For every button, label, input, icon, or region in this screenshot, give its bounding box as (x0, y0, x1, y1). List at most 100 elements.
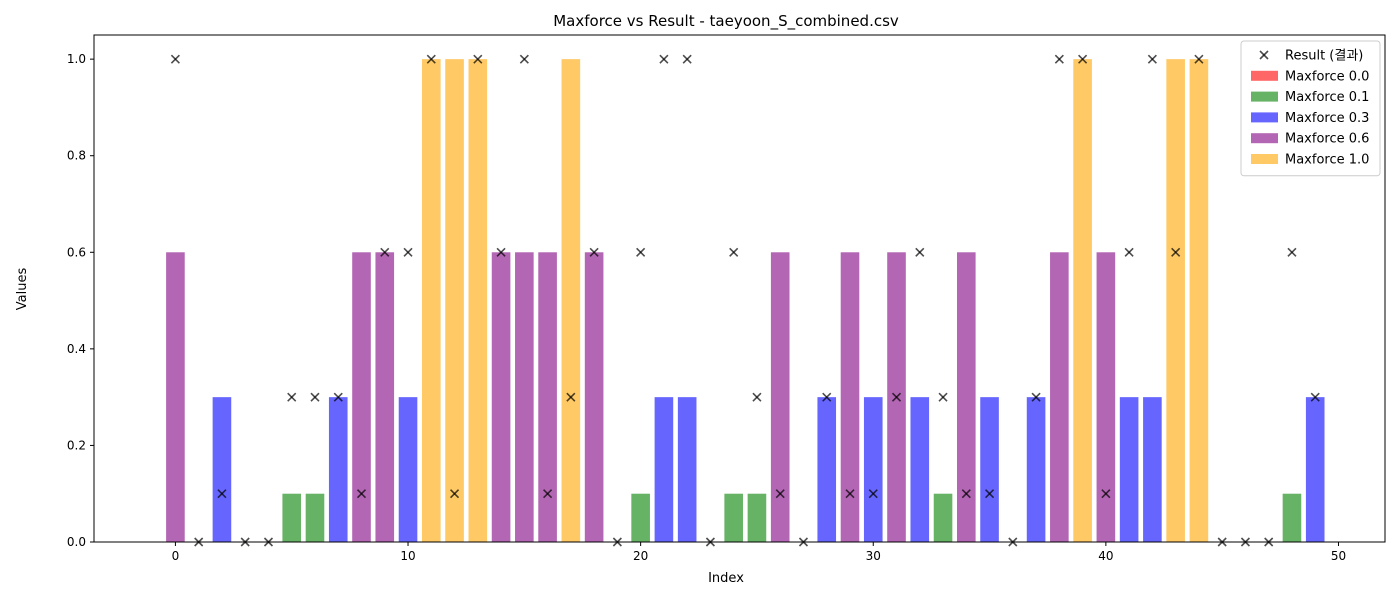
bar-29 (840, 252, 860, 543)
x-axis-label: Index (708, 571, 744, 586)
result-marker-40 (1101, 489, 1111, 499)
result-marker-32 (915, 247, 925, 257)
bar-44 (1189, 59, 1209, 542)
result-marker-26 (775, 489, 785, 499)
bar-38 (1050, 252, 1069, 543)
result-marker-18 (589, 247, 599, 257)
result-marker-30 (868, 489, 878, 499)
result-marker-37 (1031, 392, 1041, 402)
x-tick-label-0: 0 (172, 549, 180, 563)
bar-11 (421, 59, 441, 542)
bar-5 (282, 493, 302, 542)
x-tick-label-30: 30 (866, 549, 881, 563)
bar-39 (1073, 59, 1092, 542)
y-tick-label-0.8: 0.8 (67, 149, 86, 163)
result-marker-8 (356, 489, 367, 499)
y-tick-label-1: 1.0 (67, 52, 86, 66)
bar-28 (817, 397, 837, 542)
bar-32 (910, 397, 930, 542)
bar-18 (584, 252, 604, 543)
bar-22 (677, 397, 697, 542)
legend-swatch-4 (1251, 133, 1278, 144)
result-marker-35 (984, 489, 995, 499)
x-tick-label-20: 20 (633, 549, 648, 563)
x-tick-label-10: 10 (400, 549, 415, 563)
legend-item-1: Maxforce 0.0 (1251, 69, 1369, 84)
result-marker-17 (566, 392, 576, 402)
result-marker-29 (845, 489, 855, 499)
bar-0 (166, 252, 185, 543)
y-tick-label-0.6: 0.6 (67, 245, 86, 259)
result-marker-16 (543, 489, 553, 499)
bar-33 (933, 493, 953, 542)
result-marker-0 (170, 54, 180, 64)
bars-layer (166, 59, 1325, 543)
legend-label-5: Maxforce 1.0 (1285, 153, 1369, 168)
bar-25 (747, 493, 767, 542)
result-marker-13 (473, 54, 483, 64)
chart-title: Maxforce vs Result - taeyoon_S_combined.… (553, 12, 899, 31)
result-marker-48 (1287, 247, 1297, 257)
result-marker-39 (1078, 54, 1088, 64)
y-axis-label: Values (15, 268, 30, 311)
result-marker-34 (961, 489, 971, 499)
result-marker-10 (403, 247, 413, 257)
legend-item-2: Maxforce 0.1 (1251, 90, 1369, 105)
result-marker-42 (1147, 54, 1157, 64)
bar-21 (654, 397, 674, 542)
y-tick-label-0.4: 0.4 (67, 342, 86, 356)
legend-label-0: Result (결과) (1285, 49, 1363, 64)
bar-17 (561, 59, 581, 542)
bar-37 (1026, 397, 1046, 542)
legend: Result (결과) Maxforce 0.0 Maxforce 0.1 Maxfo… (1240, 40, 1381, 177)
bar-20 (631, 493, 650, 542)
result-marker-43 (1171, 247, 1181, 257)
axes-layer: 0 10 20 30 40 50 0.0 0.2 0.4 0.6 0.8 1.0 (67, 34, 1386, 563)
result-marker-2 (217, 489, 227, 499)
bar-48 (1282, 493, 1302, 542)
legend-item-3: Maxforce 0.3 (1251, 111, 1369, 126)
result-marker-49 (1310, 392, 1320, 402)
y-tick-label-0: 0.0 (67, 535, 86, 549)
bar-6 (305, 493, 325, 542)
legend-label-4: Maxforce 0.6 (1285, 132, 1369, 147)
legend-item-5: Maxforce 1.0 (1251, 153, 1369, 168)
bar-8 (352, 252, 371, 543)
result-marker-33 (938, 392, 948, 402)
result-marker-38 (1054, 54, 1064, 64)
legend-swatch-1 (1251, 70, 1278, 81)
result-marker-24 (729, 247, 739, 257)
result-marker-44 (1194, 54, 1204, 64)
bar-26 (770, 252, 790, 543)
bar-34 (956, 252, 976, 543)
result-marker-6 (310, 392, 320, 402)
result-marker-41 (1124, 247, 1134, 257)
result-marker-28 (822, 392, 832, 402)
plot-frame (93, 34, 1386, 543)
bar-35 (980, 397, 999, 542)
legend-label-1: Maxforce 0.0 (1285, 69, 1369, 84)
bar-12 (445, 59, 464, 542)
bar-13 (468, 59, 488, 542)
result-marker-9 (380, 247, 390, 257)
bar-41 (1119, 397, 1139, 542)
bar-40 (1096, 252, 1116, 543)
result-marker-21 (659, 54, 669, 64)
bar-15 (515, 252, 534, 543)
legend-item-4: Maxforce 0.6 (1251, 132, 1369, 147)
x-tick-label-40: 40 (1098, 549, 1113, 563)
result-marker-5 (287, 392, 297, 402)
bar-30 (863, 397, 883, 542)
legend-swatch-3 (1251, 112, 1278, 123)
bar-7 (328, 397, 348, 542)
result-marker-12 (449, 489, 460, 499)
result-marker-25 (752, 392, 762, 402)
legend-swatch-2 (1251, 91, 1278, 102)
y-tick-label-0.2: 0.2 (67, 438, 86, 452)
result-marker-15 (519, 54, 529, 64)
bar-9 (375, 252, 395, 543)
bar-10 (398, 397, 418, 542)
legend-swatch-5 (1251, 154, 1278, 164)
result-marker-11 (426, 54, 436, 64)
